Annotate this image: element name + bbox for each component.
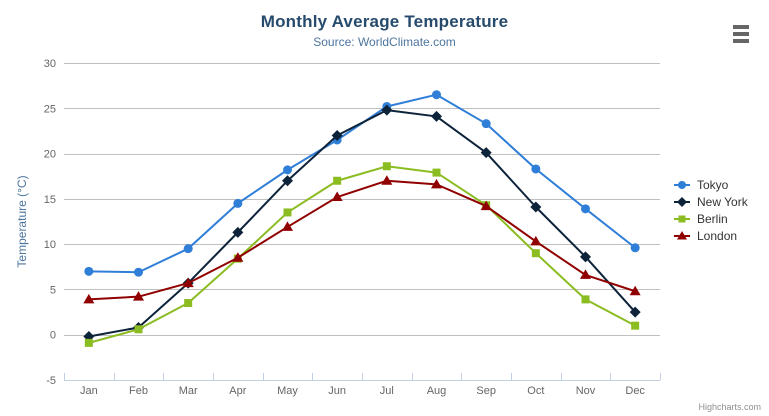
- series-line-berlin: [87, 165, 637, 344]
- legend-item-new-york[interactable]: New York: [674, 193, 748, 210]
- hamburger-icon: [733, 39, 749, 43]
- y-axis-label: 0: [50, 330, 56, 342]
- marker-berlin-jun[interactable]: [333, 176, 342, 185]
- hamburger-icon: [733, 32, 749, 36]
- x-axis-label: Feb: [129, 385, 148, 397]
- marker-tokyo-sep[interactable]: [481, 119, 491, 129]
- chart-title: Monthly Average Temperature: [260, 12, 509, 31]
- context-menu-button[interactable]: [730, 22, 752, 46]
- x-axis-label: Mar: [179, 385, 198, 397]
- series-line-london: [87, 179, 637, 301]
- marker-london-nov[interactable]: [580, 269, 591, 279]
- marker-new-york-oct[interactable]: [530, 201, 542, 213]
- marker-london-mar[interactable]: [182, 277, 194, 288]
- y-axis-label: 25: [44, 103, 56, 115]
- legend-item-berlin[interactable]: Berlin: [674, 210, 748, 227]
- marker-london-may[interactable]: [282, 221, 293, 231]
- marker-tokyo-feb[interactable]: [134, 267, 143, 277]
- x-axis-label: Nov: [576, 385, 596, 397]
- x-axis-label: Sep: [476, 385, 496, 397]
- marker-tokyo-oct[interactable]: [531, 164, 541, 174]
- marker-tokyo-aug[interactable]: [432, 90, 441, 100]
- marker-london-apr[interactable]: [232, 252, 244, 262]
- marker-new-york-jun[interactable]: [331, 129, 343, 141]
- legend-label: New York: [697, 194, 748, 209]
- x-axis-label: Jan: [80, 385, 98, 397]
- y-axis-label: 30: [44, 58, 56, 70]
- circle-marker-icon: [674, 180, 690, 189]
- marker-london-oct[interactable]: [530, 235, 542, 246]
- legend-item-tokyo[interactable]: Tokyo: [674, 176, 748, 193]
- marker-london-jul[interactable]: [381, 175, 393, 185]
- legend: Tokyo New York Berlin London: [674, 176, 748, 244]
- marker-berlin-nov[interactable]: [581, 295, 590, 304]
- chart-subtitle: Source: WorldClimate.com: [313, 35, 456, 49]
- marker-berlin-mar[interactable]: [184, 299, 193, 308]
- marker-london-jun[interactable]: [331, 191, 343, 202]
- marker-new-york-jul[interactable]: [381, 104, 393, 116]
- marker-berlin-dec[interactable]: [631, 321, 640, 330]
- y-axis-label: 20: [44, 149, 56, 161]
- x-axis-label: Oct: [527, 385, 544, 397]
- marker-london-sep[interactable]: [480, 200, 492, 211]
- x-axis-label: May: [277, 385, 298, 397]
- marker-tokyo-mar[interactable]: [183, 244, 193, 254]
- legend-label: Berlin: [697, 211, 728, 226]
- legend-label: London: [697, 228, 738, 243]
- y-axis-title: Temperature (°C): [15, 175, 29, 267]
- marker-tokyo-jan[interactable]: [84, 266, 94, 276]
- marker-berlin-jan[interactable]: [84, 338, 93, 347]
- marker-new-york-nov[interactable]: [580, 251, 591, 263]
- marker-tokyo-nov[interactable]: [581, 204, 590, 214]
- marker-new-york-aug[interactable]: [431, 110, 442, 122]
- x-axis-label: Jun: [328, 385, 346, 397]
- marker-berlin-aug[interactable]: [432, 168, 441, 177]
- marker-new-york-sep[interactable]: [480, 147, 492, 159]
- y-axis-label: 5: [50, 284, 56, 296]
- x-axis-label: Apr: [229, 385, 246, 397]
- marker-tokyo-may[interactable]: [283, 165, 292, 175]
- triangle-marker-icon: [674, 230, 690, 239]
- marker-new-york-dec[interactable]: [629, 306, 641, 318]
- marker-berlin-feb[interactable]: [134, 325, 143, 334]
- y-gridlines: [64, 63, 660, 381]
- y-axis-label: 15: [44, 194, 56, 206]
- marker-new-york-may[interactable]: [282, 175, 293, 187]
- x-axis-label: Dec: [625, 385, 645, 397]
- marker-london-feb[interactable]: [133, 291, 144, 301]
- marker-london-jan[interactable]: [83, 293, 95, 304]
- x-axis-label: Aug: [427, 385, 447, 397]
- legend-item-london[interactable]: London: [674, 227, 748, 244]
- marker-berlin-jul[interactable]: [382, 162, 391, 171]
- marker-berlin-may[interactable]: [283, 208, 292, 217]
- hamburger-icon: [733, 25, 749, 29]
- y-axis-label: 10: [44, 239, 56, 251]
- marker-berlin-oct[interactable]: [531, 249, 540, 258]
- marker-tokyo-dec[interactable]: [630, 243, 640, 253]
- highcharts-credit[interactable]: Highcharts.com: [698, 402, 761, 412]
- marker-new-york-apr[interactable]: [232, 226, 244, 238]
- marker-tokyo-apr[interactable]: [233, 198, 243, 208]
- series-line-tokyo: [87, 93, 637, 274]
- marker-london-aug[interactable]: [431, 178, 442, 189]
- y-axis-label: -5: [46, 375, 56, 387]
- marker-london-dec[interactable]: [629, 285, 641, 296]
- square-marker-icon: [674, 215, 690, 222]
- series-line-new-york: [87, 109, 637, 338]
- legend-label: Tokyo: [697, 177, 729, 192]
- x-axis-label: Jul: [380, 385, 394, 397]
- diamond-marker-icon: [674, 196, 690, 207]
